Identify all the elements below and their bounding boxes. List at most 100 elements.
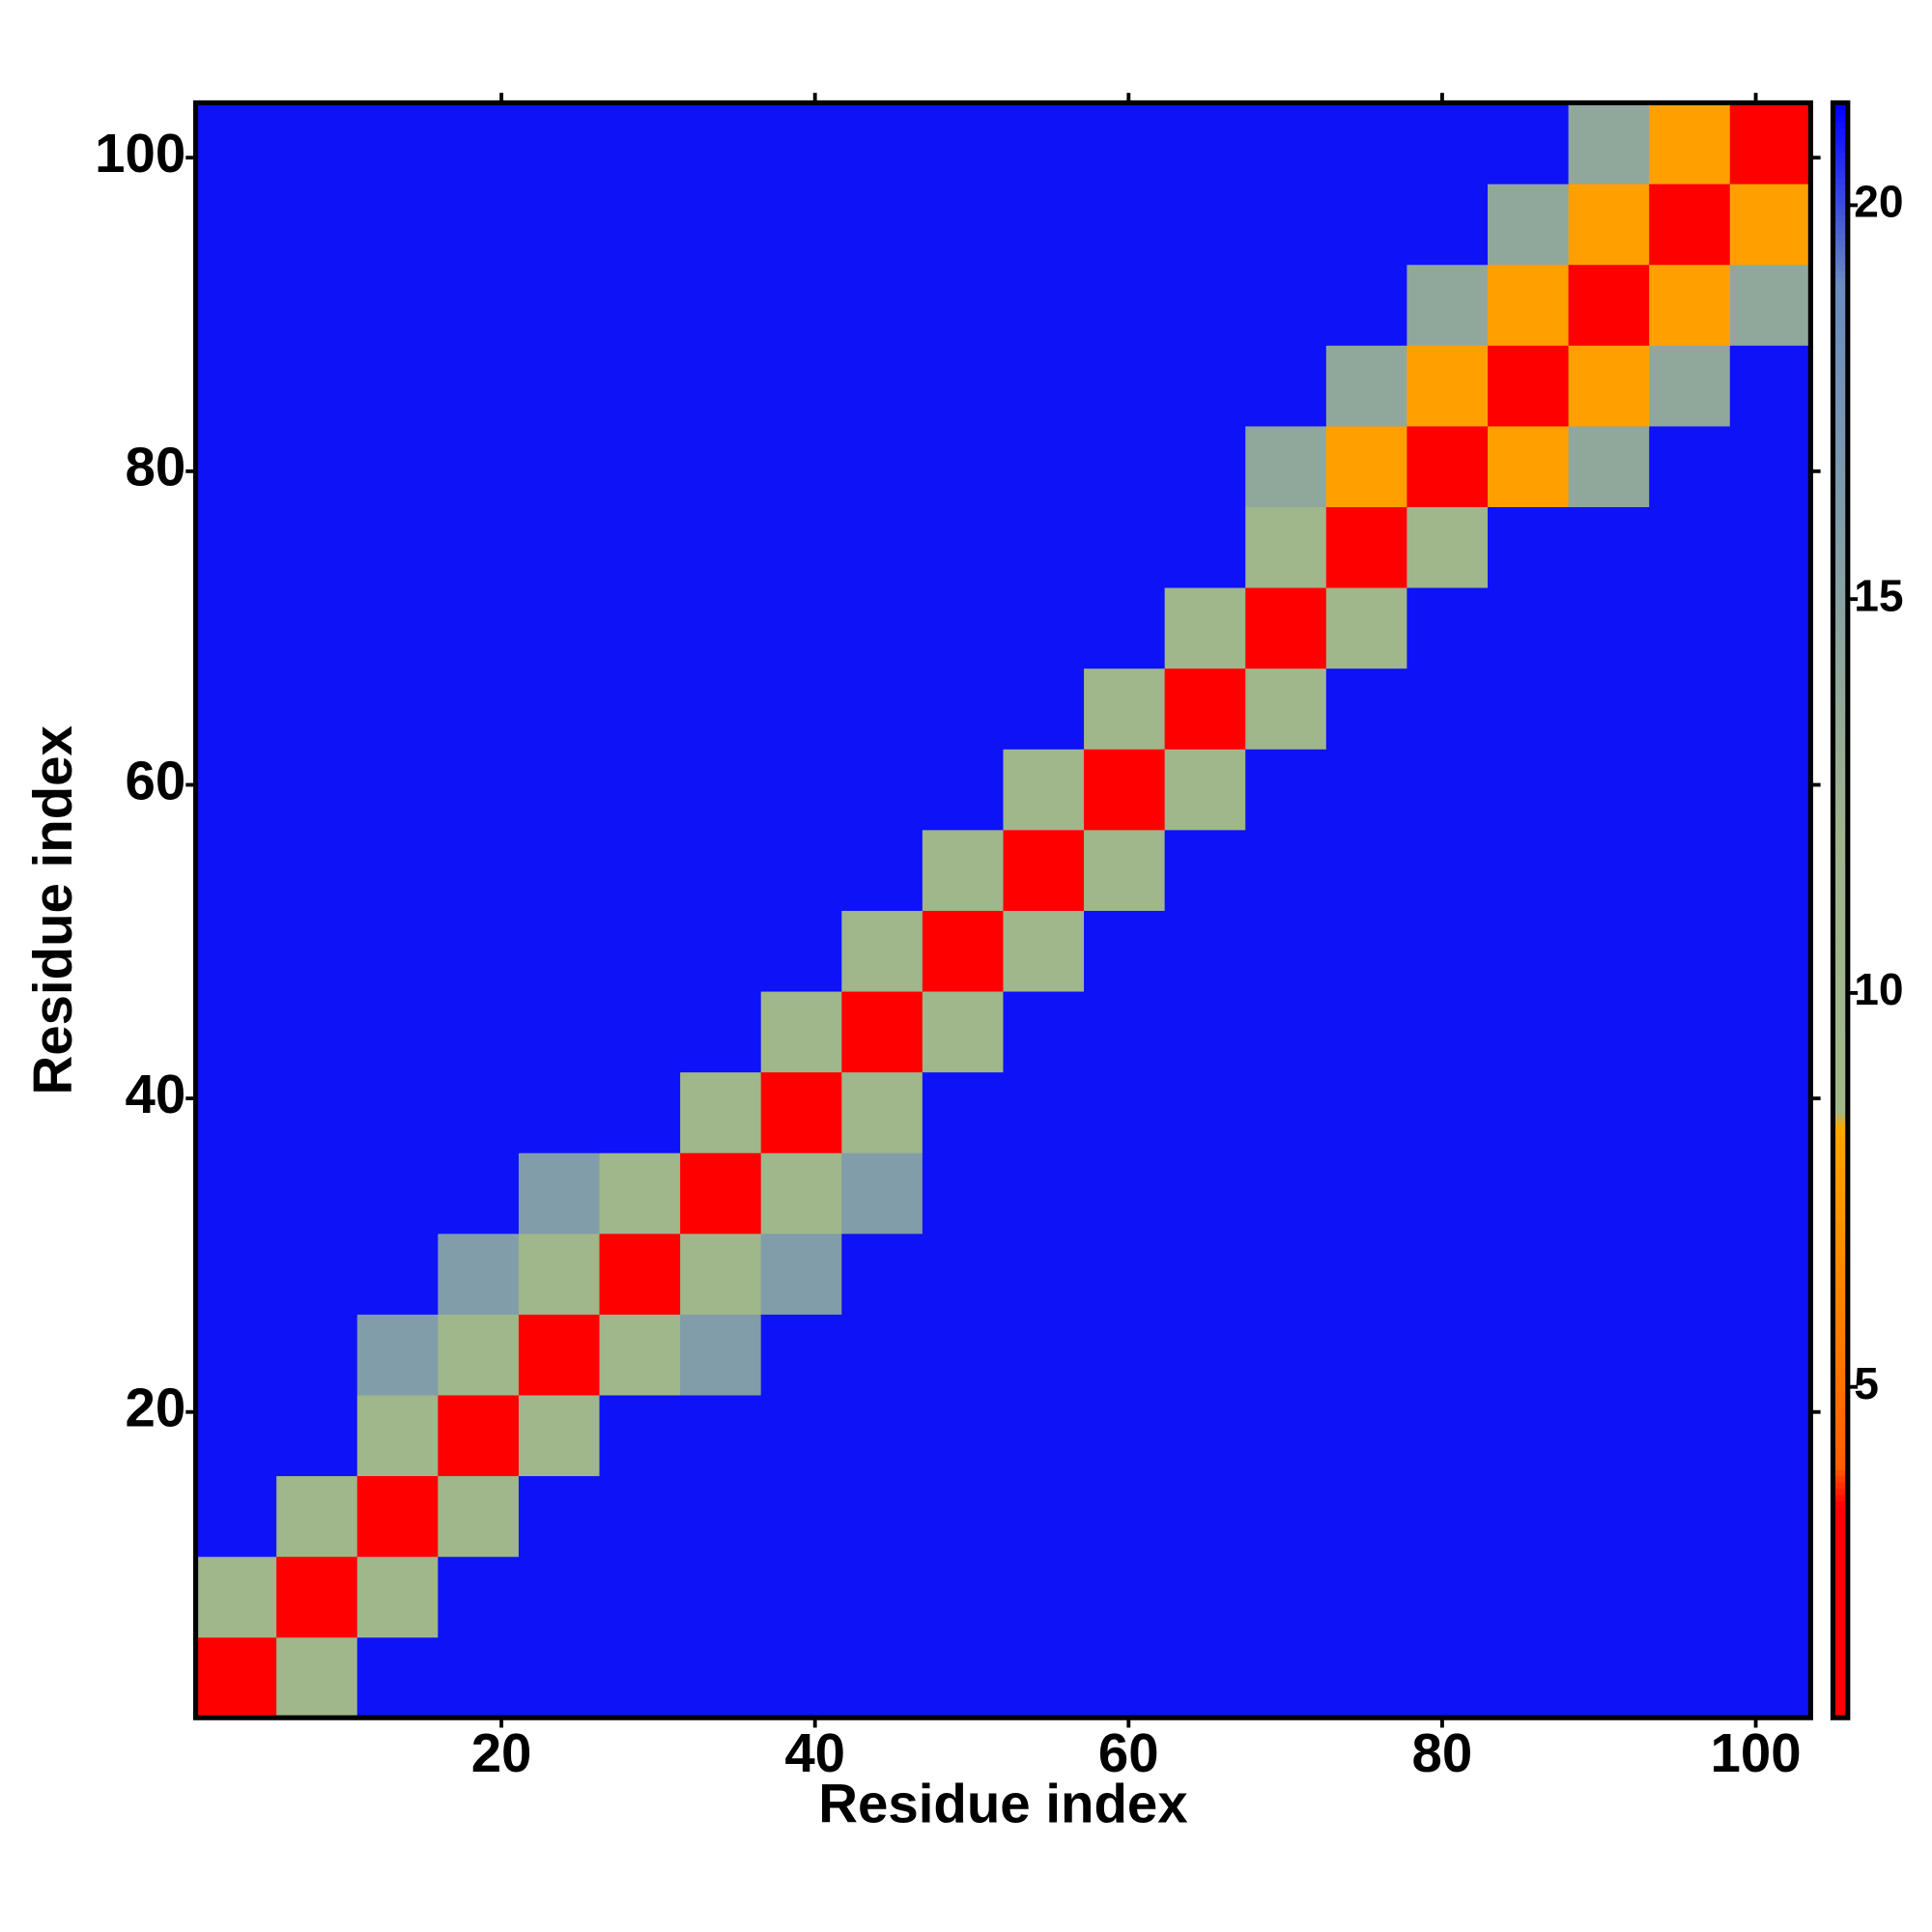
colorbar-segment [1833, 1519, 1848, 1526]
colorbar-segment [1833, 1158, 1848, 1166]
colorbar-segment [1833, 469, 1848, 476]
colorbar-tick-label: 5 [1854, 1358, 1879, 1408]
colorbar-segment [1833, 1469, 1848, 1477]
heatmap-cell [518, 749, 601, 831]
colorbar-segment [1833, 1600, 1848, 1607]
heatmap-cell [1245, 1636, 1327, 1719]
colorbar-segment [1833, 177, 1848, 185]
colorbar-segment [1833, 363, 1848, 371]
colorbar-segment [1833, 146, 1848, 154]
colorbar-segment [1833, 1636, 1848, 1644]
colorbar-segment [1833, 1580, 1848, 1588]
heatmap-cell [1406, 1152, 1489, 1235]
heatmap-cell [518, 1233, 601, 1315]
colorbar-segment [1833, 1593, 1848, 1601]
heatmap-cell [922, 1394, 1005, 1477]
colorbar-segment [1833, 630, 1848, 639]
colorbar-segment [1833, 1133, 1848, 1141]
colorbar-segment [1833, 972, 1848, 980]
heatmap-cell [438, 1394, 520, 1477]
heatmap-cell [1164, 264, 1246, 346]
heatmap-cell [1325, 668, 1408, 750]
colorbar-segment [1833, 649, 1848, 657]
heatmap-cell [1568, 1556, 1650, 1638]
heatmap-cell [518, 345, 601, 427]
heatmap-cell [1003, 1636, 1085, 1719]
colorbar-segment [1833, 997, 1848, 1005]
heatmap-cell [1649, 184, 1731, 266]
heatmap-cell [1084, 1152, 1166, 1235]
colorbar-segment [1833, 941, 1848, 949]
heatmap-cell [680, 910, 762, 992]
colorbar-segment [1833, 1177, 1848, 1184]
heatmap-cell [1325, 425, 1408, 507]
heatmap-cell [922, 1071, 1005, 1153]
heatmap-cell [1406, 506, 1489, 588]
heatmap-cell [1325, 586, 1408, 669]
colorbar-segment [1833, 885, 1848, 893]
heatmap-cell [195, 1556, 277, 1638]
colorbar-segment [1833, 668, 1848, 675]
colorbar-segment [1833, 133, 1848, 141]
colorbar-segment [1833, 680, 1848, 688]
heatmap-cell [841, 749, 923, 831]
heatmap-cell [760, 829, 842, 911]
heatmap-cell [1003, 264, 1085, 346]
y-tick-label: 20 [126, 1378, 186, 1438]
heatmap-cell [1164, 1475, 1246, 1557]
heatmap-cell [922, 1475, 1005, 1557]
colorbar-segment [1833, 593, 1848, 601]
heatmap-cell [1729, 1071, 1811, 1153]
heatmap-cell [1487, 1152, 1570, 1235]
heatmap-cell [1164, 990, 1246, 1073]
heatmap-cell [276, 990, 358, 1073]
heatmap-cell [518, 425, 601, 507]
colorbar-segment [1833, 990, 1848, 999]
heatmap-cell [518, 586, 601, 669]
colorbar-segment [1833, 1239, 1848, 1247]
colorbar-segment [1833, 1015, 1848, 1023]
heatmap-cell [1406, 1314, 1489, 1396]
colorbar-segment [1833, 1624, 1848, 1632]
heatmap-cell [438, 506, 520, 588]
colorbar-segment [1833, 220, 1848, 228]
colorbar-segment [1833, 301, 1848, 309]
heatmap-cell [1084, 1071, 1166, 1153]
heatmap-cell [1084, 586, 1166, 669]
colorbar-segment [1833, 376, 1848, 384]
colorbar-segment [1833, 1363, 1848, 1371]
colorbar-segment [1833, 1611, 1848, 1620]
heatmap-cell [841, 1394, 923, 1477]
heatmap-cell [276, 102, 358, 185]
heatmap-cell [356, 184, 439, 266]
heatmap-cell [1164, 1233, 1246, 1315]
heatmap-cell [276, 506, 358, 588]
colorbar-segment [1833, 1556, 1848, 1564]
heatmap-cell [922, 1636, 1005, 1719]
heatmap-cell [1729, 425, 1811, 507]
heatmap-cell [1245, 1233, 1327, 1315]
colorbar-segment [1833, 1040, 1848, 1048]
colorbar-segment [1833, 1034, 1848, 1042]
heatmap-cell [356, 1233, 439, 1315]
heatmap-cell [599, 1556, 681, 1638]
heatmap-cell [195, 1071, 277, 1153]
colorbar-segment [1833, 1171, 1848, 1179]
colorbar-segment [1833, 345, 1848, 353]
heatmap-cell [1729, 990, 1811, 1073]
colorbar-segment [1833, 1488, 1848, 1495]
colorbar-segment [1833, 444, 1848, 452]
heatmap-cell [518, 1394, 601, 1477]
heatmap-cell [1245, 990, 1327, 1073]
colorbar-segment [1833, 785, 1848, 793]
heatmap-cell [922, 506, 1005, 588]
colorbar-segment [1833, 1276, 1848, 1284]
colorbar-segment [1833, 867, 1848, 874]
colorbar-segment [1833, 966, 1848, 974]
colorbar-segment [1833, 637, 1848, 644]
heatmap-cell [438, 184, 520, 266]
heatmap-cell [195, 668, 277, 750]
heatmap-cell [1325, 1152, 1408, 1235]
heatmap-cell [1406, 184, 1489, 266]
heatmap-cell [922, 425, 1005, 507]
